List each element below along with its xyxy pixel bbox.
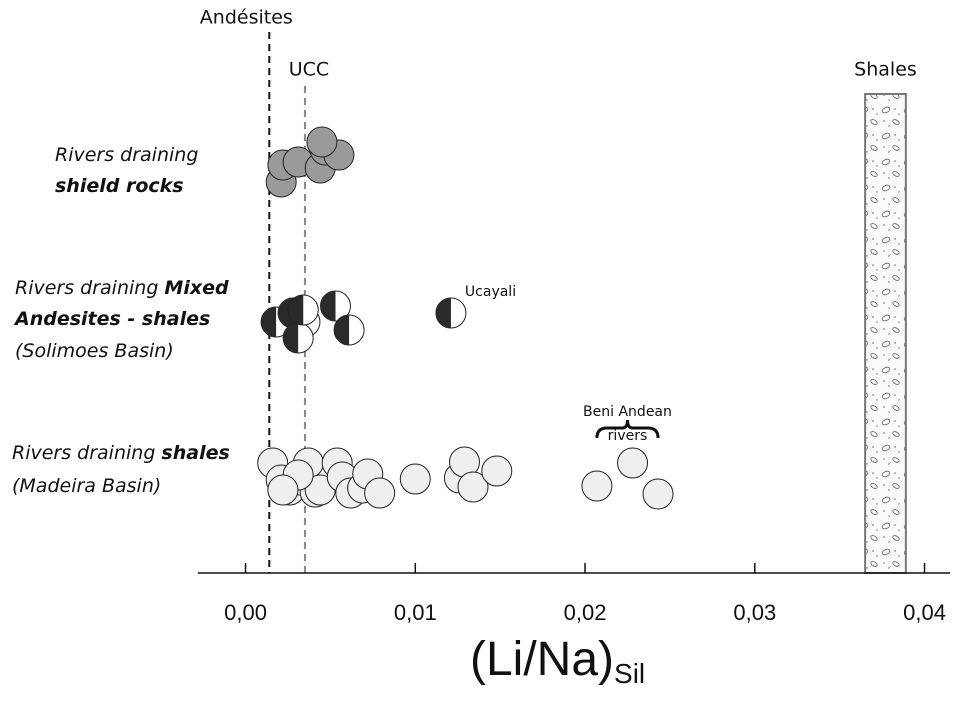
annotation: rivers xyxy=(608,428,648,444)
point xyxy=(306,126,338,158)
reference-label: Andésites xyxy=(200,7,293,29)
x-tick-label: 0,04 xyxy=(903,600,946,625)
x-tick-label: 0,00 xyxy=(224,600,267,625)
group-label: Rivers draining Mixed xyxy=(15,277,229,299)
x-axis-label-main: (Li/Na) xyxy=(470,633,614,686)
group-label-part: (Madeira Basin) xyxy=(12,475,161,497)
group-label-part: shales xyxy=(161,442,229,464)
point xyxy=(319,290,351,322)
group-label-part: Mixed xyxy=(164,277,229,299)
group-label: (Madeira Basin) xyxy=(12,475,161,497)
group-label-part: Andesites - shales xyxy=(13,308,210,330)
point xyxy=(481,455,513,487)
point xyxy=(333,314,365,346)
band-label: Shales xyxy=(854,59,917,81)
point-half xyxy=(288,295,304,325)
point xyxy=(282,322,314,354)
group-label: Andesites - shales xyxy=(13,308,210,330)
x-axis-label-sub: Sil xyxy=(614,658,645,689)
point-half xyxy=(320,291,336,321)
group-label: shield rocks xyxy=(55,175,184,197)
point xyxy=(399,463,431,495)
group-label: (Solimoes Basin) xyxy=(15,340,174,362)
point xyxy=(617,447,649,479)
point-half xyxy=(435,298,451,328)
reference-label: UCC xyxy=(289,59,329,81)
annotation: Ucayali xyxy=(465,284,516,300)
x-tick-label: 0,01 xyxy=(394,600,437,625)
group-label-part: Rivers draining xyxy=(12,442,161,464)
x-tick-label: 0,02 xyxy=(564,600,607,625)
point xyxy=(435,297,467,329)
x-tick-label: 0,03 xyxy=(733,600,776,625)
point xyxy=(267,474,299,506)
point xyxy=(287,294,319,326)
brace xyxy=(595,419,660,439)
group-label-part: Rivers draining xyxy=(55,144,198,166)
point xyxy=(457,471,489,503)
point xyxy=(581,470,613,502)
point-half xyxy=(334,315,350,345)
point-half xyxy=(283,323,299,353)
group-label-part: shield rocks xyxy=(55,175,184,197)
group-label-part: Rivers draining xyxy=(15,277,164,299)
group-label: Rivers draining shales xyxy=(12,442,230,464)
point-half xyxy=(261,307,277,337)
group-label: Rivers draining xyxy=(55,144,198,166)
shales-band xyxy=(864,93,907,574)
annotation: Beni Andean xyxy=(583,404,672,420)
point xyxy=(642,478,674,510)
group-label-part: (Solimoes Basin) xyxy=(15,340,174,362)
x-axis-label: (Li/Na)Sil xyxy=(470,633,645,690)
point xyxy=(364,477,396,509)
